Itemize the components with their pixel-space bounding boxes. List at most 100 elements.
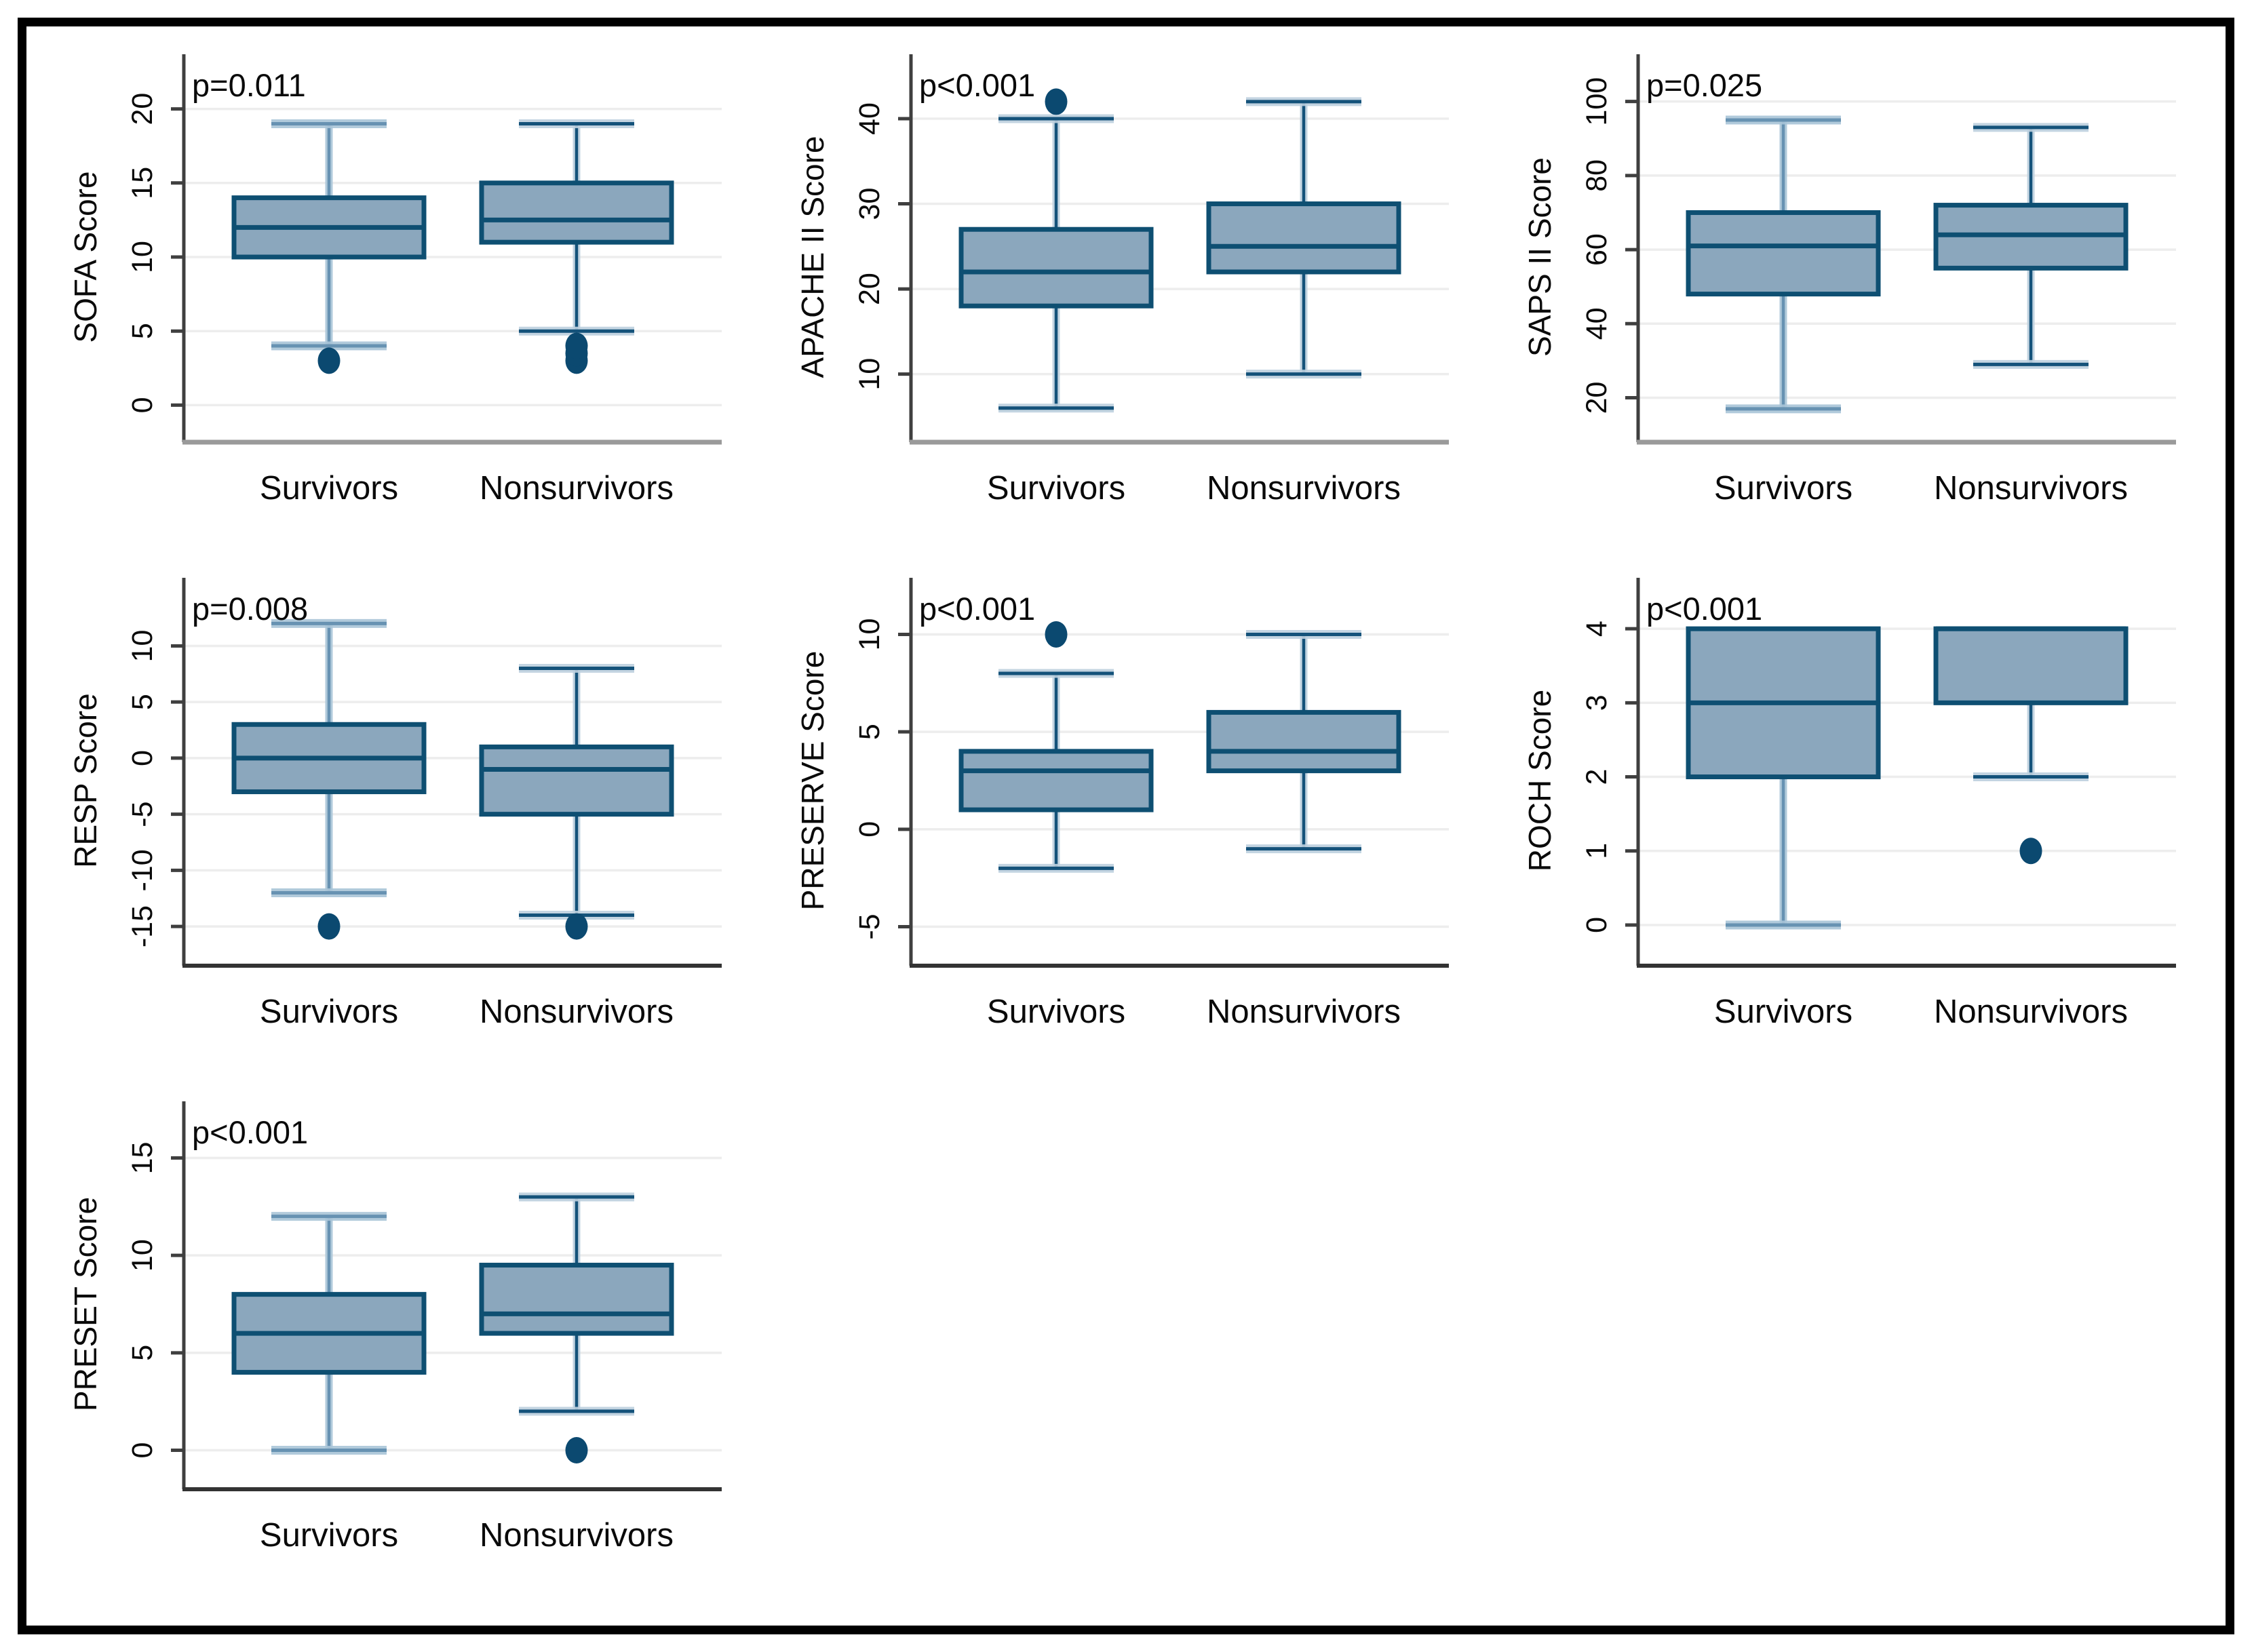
chart-resp-score: Survivors Nonsurvivors -15 -10 -5 0 5 10 RESP Sc…	[68, 578, 722, 1030]
y-tick-label: 60	[1580, 233, 1613, 266]
boxplot-survivors	[1686, 115, 1881, 414]
y-tick-label: 4	[1580, 621, 1613, 637]
y-axis-title: PRESET Score	[68, 1197, 103, 1411]
y-tick-label: 40	[1580, 307, 1613, 340]
p-value-label: p=0.008	[192, 591, 308, 627]
boxplot-nonsurvivors	[479, 664, 674, 940]
x-label-nonsurvivors: Nonsurvivors	[480, 1517, 674, 1554]
chart-sofa-score: Survivors Nonsurvivors 0 5 10 15 20 SOFA Score p…	[68, 54, 722, 507]
iqr-box	[958, 227, 1154, 309]
x-label-nonsurvivors: Nonsurvivors	[1207, 994, 1401, 1030]
boxplot-nonsurvivors	[1206, 97, 1401, 379]
y-axis: 0 5 10 15	[126, 1101, 186, 1489]
boxplot-survivors	[958, 88, 1154, 413]
y-axis: -15 -10 -5 0 5 10	[126, 578, 186, 966]
y-tick-label: 10	[126, 630, 159, 663]
y-tick-label: 20	[126, 93, 159, 125]
y-axis: 0 1 2 3 4	[1580, 578, 1640, 966]
p-value-label: p=0.011	[192, 67, 306, 103]
x-label-nonsurvivors: Nonsurvivors	[1934, 994, 2128, 1030]
y-tick-label: 5	[853, 724, 886, 740]
chart-preserve-score: Survivors Nonsurvivors -5 0 5 10 PRESERVE Scor…	[795, 578, 1449, 1030]
outlier-dot	[2019, 838, 2042, 865]
p-value-label: p<0.001	[1646, 591, 1762, 627]
chart-roch-score: Survivors Nonsurvivors 0 1 2 3 4 ROCH Score p<0.…	[1522, 578, 2176, 1030]
x-label-survivors: Survivors	[260, 994, 398, 1030]
boxplot-nonsurvivors	[479, 119, 674, 374]
y-tick-label: 80	[1580, 159, 1613, 192]
y-tick-label: 15	[126, 167, 159, 199]
boxplot-nonsurvivors	[1933, 123, 2129, 369]
x-label-survivors: Survivors	[1714, 470, 1852, 507]
y-axis-title: RESP Score	[68, 693, 103, 867]
p-value-label: p<0.001	[919, 67, 1035, 103]
y-tick-label: -10	[126, 849, 159, 891]
y-axis-title: PRESERVE Score	[795, 651, 830, 911]
y-axis: 10 20 30 40	[853, 54, 913, 442]
outlier-dot	[565, 332, 588, 359]
y-tick-label: 30	[853, 188, 886, 220]
y-tick-label: 20	[1580, 382, 1613, 414]
iqr-box	[1686, 210, 1881, 297]
iqr-box	[479, 744, 674, 817]
y-tick-label: 10	[126, 241, 159, 273]
iqr-box	[1206, 201, 1401, 275]
iqr-box	[1933, 626, 2129, 705]
panel-apache-ii-score: Survivors Nonsurvivors 10 20 30 40 APACHE II S…	[765, 27, 1464, 551]
y-tick-label: 10	[853, 618, 886, 651]
x-label-nonsurvivors: Nonsurvivors	[480, 470, 674, 507]
y-tick-label: 0	[853, 821, 886, 838]
boxplot-survivors	[231, 618, 427, 940]
y-tick-label: 10	[853, 358, 886, 391]
y-axis: 0 5 10 15 20	[126, 54, 186, 442]
y-tick-label: 0	[1580, 917, 1613, 933]
panel-saps-ii-score: Survivors Nonsurvivors 20 40 60 80 100 SAPS II …	[1492, 27, 2191, 551]
panel-preset-score: Survivors Nonsurvivors 0 5 10 15 PRESET Score p…	[38, 1074, 737, 1598]
y-tick-label: 0	[126, 1442, 159, 1459]
y-tick-label: 5	[126, 1345, 159, 1361]
outlier-dot	[565, 913, 588, 940]
y-axis: -5 0 5 10	[853, 578, 913, 966]
y-tick-label: 5	[126, 323, 159, 339]
y-axis: 20 40 60 80 100	[1580, 54, 1640, 442]
y-tick-label: 2	[1580, 769, 1613, 785]
outlier-dot	[1045, 621, 1068, 648]
y-tick-label: 5	[126, 694, 159, 710]
boxplot-grid: Survivors Nonsurvivors 0 5 10 15 20 SOFA Score p…	[38, 27, 2191, 1598]
x-label-nonsurvivors: Nonsurvivors	[480, 994, 674, 1030]
boxplot-survivors	[958, 621, 1154, 873]
boxplot-survivors	[1686, 626, 1881, 930]
iqr-box	[958, 749, 1154, 812]
outlier-dot	[317, 347, 341, 374]
p-value-label: p<0.001	[919, 591, 1035, 627]
x-label-survivors: Survivors	[987, 994, 1125, 1030]
boxplot-survivors	[231, 119, 427, 374]
y-tick-label: 40	[853, 102, 886, 135]
y-tick-label: 10	[126, 1239, 159, 1272]
p-value-label: p<0.001	[192, 1114, 308, 1150]
x-label-survivors: Survivors	[260, 470, 398, 507]
chart-saps-ii-score: Survivors Nonsurvivors 20 40 60 80 100 SAPS II …	[1522, 54, 2176, 507]
chart-preset-score: Survivors Nonsurvivors 0 5 10 15 PRESET Score p…	[68, 1101, 722, 1554]
y-axis-title: APACHE II Score	[795, 136, 830, 378]
panel-roch-score: Survivors Nonsurvivors 0 1 2 3 4 ROCH Score p<0.…	[1492, 551, 2191, 1074]
y-tick-label: 1	[1580, 843, 1613, 859]
y-axis-title: ROCH Score	[1522, 690, 1557, 871]
boxplot-nonsurvivors	[1933, 626, 2129, 865]
y-tick-label: 20	[853, 273, 886, 305]
y-tick-label: -5	[126, 802, 159, 827]
panel-resp-score: Survivors Nonsurvivors -15 -10 -5 0 5 10 RESP Sc…	[38, 551, 737, 1074]
y-tick-label: 15	[126, 1142, 159, 1175]
y-tick-label: 3	[1580, 694, 1613, 711]
boxplot-nonsurvivors	[1206, 629, 1401, 854]
outlier-dot	[317, 913, 341, 940]
x-label-survivors: Survivors	[987, 470, 1125, 507]
y-tick-label: -15	[126, 905, 159, 947]
boxplot-survivors	[231, 1212, 427, 1455]
y-axis-title: SOFA Score	[68, 171, 103, 342]
panel-sofa-score: Survivors Nonsurvivors 0 5 10 15 20 SOFA Score p…	[38, 27, 737, 551]
boxplot-nonsurvivors	[479, 1192, 674, 1464]
outlier-dot	[1045, 88, 1068, 115]
outlier-dot	[565, 1437, 588, 1464]
x-label-nonsurvivors: Nonsurvivors	[1934, 470, 2128, 507]
